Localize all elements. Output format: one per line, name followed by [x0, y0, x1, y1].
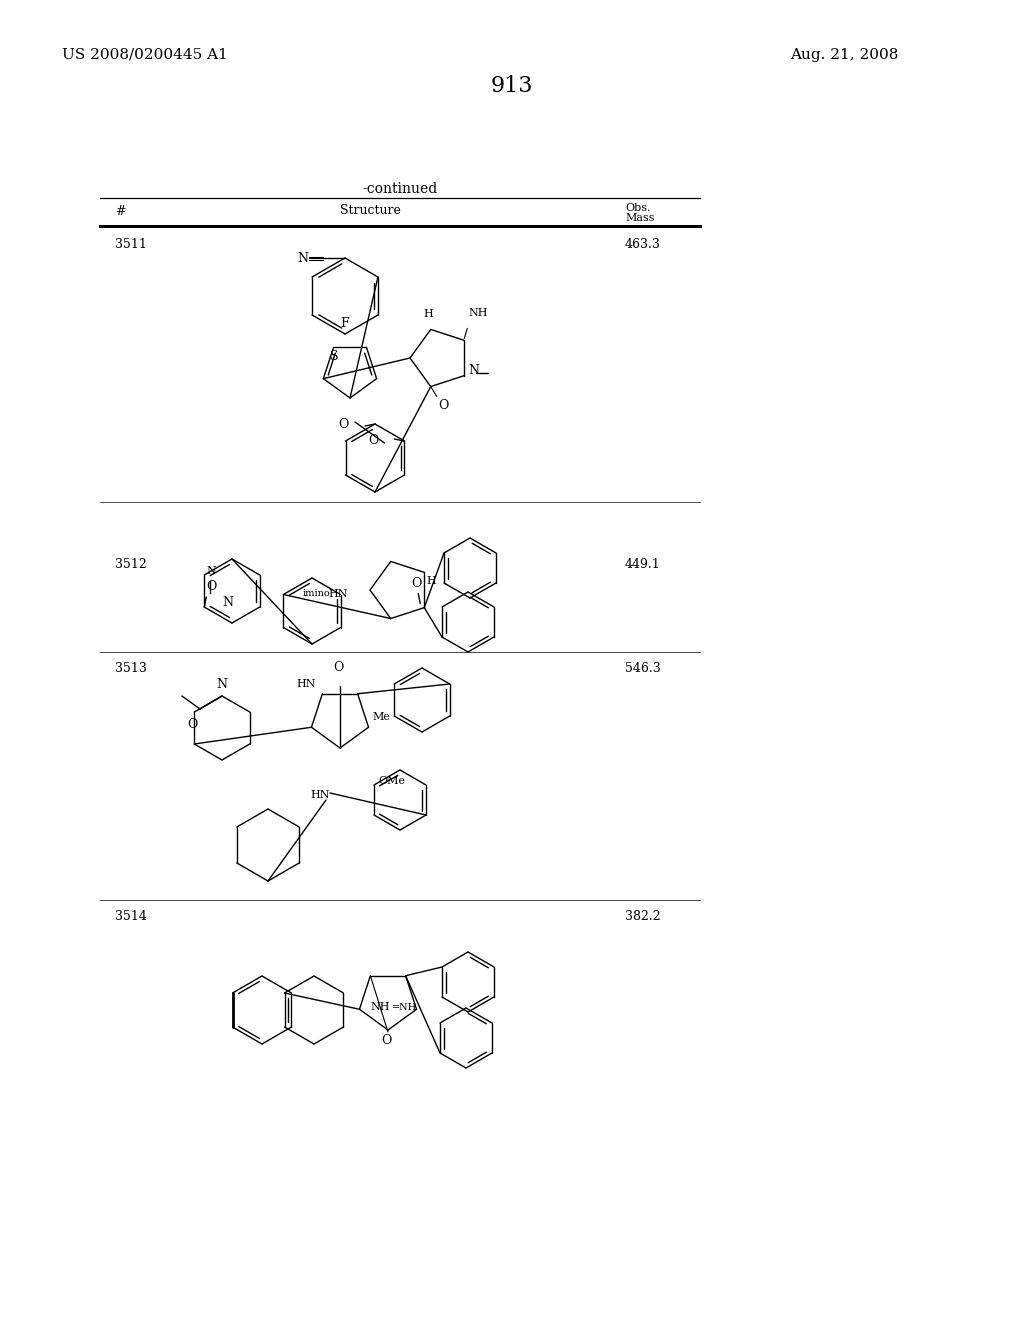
Text: O: O — [206, 579, 217, 593]
Text: N: N — [297, 252, 308, 265]
Text: HN: HN — [329, 589, 348, 599]
Text: imino: imino — [302, 590, 330, 598]
Text: #: # — [115, 205, 126, 218]
Text: F: F — [341, 317, 349, 330]
Text: 3513: 3513 — [115, 663, 146, 675]
Text: Obs.: Obs. — [625, 203, 650, 213]
Text: O: O — [333, 661, 343, 675]
Text: O: O — [368, 434, 379, 447]
Text: O: O — [186, 718, 198, 731]
Text: 546.3: 546.3 — [625, 663, 660, 675]
Text: H: H — [426, 577, 436, 586]
Text: HN: HN — [297, 678, 316, 689]
Text: =NH: =NH — [392, 1003, 417, 1012]
Text: S: S — [331, 350, 339, 363]
Text: US 2008/0200445 A1: US 2008/0200445 A1 — [62, 48, 228, 62]
Text: H: H — [424, 309, 433, 319]
Text: Structure: Structure — [340, 205, 400, 216]
Text: N: N — [222, 597, 233, 609]
Text: Aug. 21, 2008: Aug. 21, 2008 — [790, 48, 898, 62]
Text: N: N — [468, 364, 479, 378]
Text: 382.2: 382.2 — [625, 909, 660, 923]
Text: NH: NH — [468, 309, 487, 318]
Text: NH: NH — [371, 1002, 390, 1012]
Text: O: O — [411, 577, 422, 590]
Text: 3512: 3512 — [115, 558, 146, 572]
Text: 3511: 3511 — [115, 238, 146, 251]
Text: Me: Me — [373, 713, 390, 722]
Text: 913: 913 — [490, 75, 534, 96]
Text: N: N — [206, 566, 216, 576]
Text: Mass: Mass — [625, 213, 654, 223]
Text: 3514: 3514 — [115, 909, 146, 923]
Text: -continued: -continued — [362, 182, 437, 195]
Text: O: O — [339, 417, 349, 430]
Text: O: O — [438, 399, 450, 412]
Text: 463.3: 463.3 — [625, 238, 660, 251]
Text: OMe: OMe — [378, 776, 406, 785]
Text: HN: HN — [310, 789, 330, 800]
Text: O: O — [381, 1034, 391, 1047]
Text: N: N — [216, 678, 227, 690]
Text: 449.1: 449.1 — [625, 558, 660, 572]
